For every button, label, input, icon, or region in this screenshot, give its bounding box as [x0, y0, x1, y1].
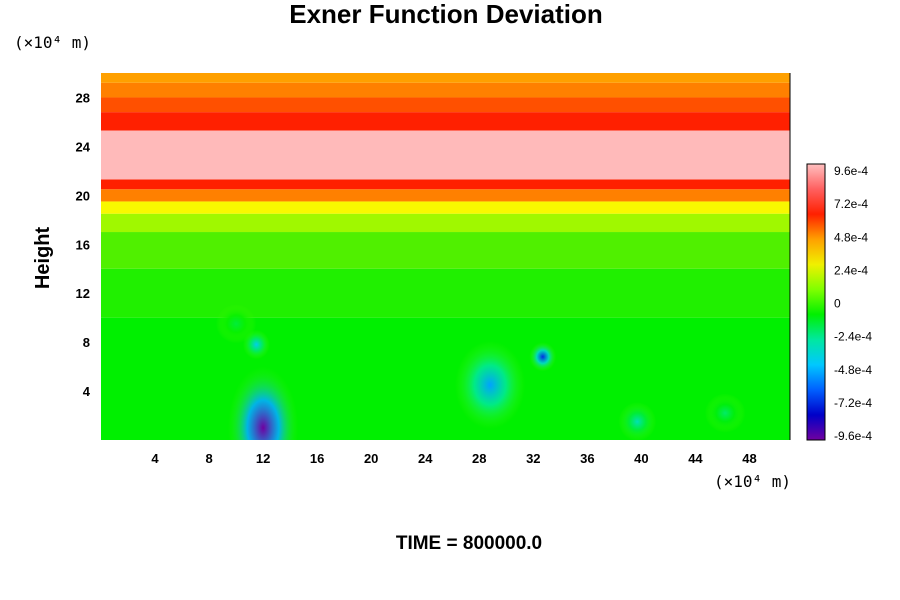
colorbar-label: 2.4e-4: [834, 263, 868, 277]
contour-band-0: [101, 317, 790, 440]
y-tick-label: 24: [76, 139, 91, 154]
contour-band-1: [101, 268, 790, 318]
anomaly-0: [228, 366, 299, 440]
contour-band-7: [101, 130, 790, 180]
y-tick-label: 20: [76, 188, 90, 203]
x-unit-label: (×10⁴ m): [714, 472, 791, 491]
contour-band-4: [101, 201, 790, 214]
x-tick-label: 44: [688, 451, 703, 466]
y-tick-label: 8: [83, 335, 90, 350]
contour-band-11: [101, 73, 790, 83]
y-tick-labels: 4 8 12 16 20 24 28: [76, 90, 91, 399]
anomaly-2: [454, 340, 526, 429]
colorbar: 9.6e-4 7.2e-4 4.8e-4 2.4e-4 0 -2.4e-4 -4.8e-4 -…: [806, 163, 872, 443]
y-tick-label: 12: [76, 286, 90, 301]
x-tick-label: 32: [526, 451, 540, 466]
plot-area: [101, 73, 790, 440]
colorbar-label: -7.2e-4: [834, 396, 872, 410]
colorbar-label: -2.4e-4: [834, 330, 872, 344]
x-tick-label: 20: [364, 451, 378, 466]
x-tick-labels: 4 8 12 16 20 24 28 32 36 40 44 48: [151, 451, 756, 466]
x-tick-label: 28: [472, 451, 486, 466]
colorbar-label: -9.6e-4: [834, 429, 872, 443]
colorbar-label: -4.8e-4: [834, 363, 872, 377]
x-tick-label: 8: [205, 451, 212, 466]
colorbar-label: 7.2e-4: [834, 197, 868, 211]
contour-band-8: [101, 112, 790, 131]
contour-band-3: [101, 213, 790, 233]
anomaly-6: [215, 304, 257, 344]
y-tick-label: 28: [76, 90, 90, 105]
x-tick-label: 36: [580, 451, 594, 466]
colorbar-label: 9.6e-4: [834, 164, 868, 178]
x-tick-label: 24: [418, 451, 433, 466]
x-tick-label: 16: [310, 451, 324, 466]
time-label: TIME = 800000.0: [396, 533, 542, 554]
contour-band-10: [101, 82, 790, 98]
y-unit-label: (×10⁴ m): [14, 33, 91, 52]
anomaly-3: [529, 342, 557, 372]
x-tick-label: 12: [256, 451, 270, 466]
chart-title: Exner Function Deviation: [289, 0, 603, 29]
x-tick-label: 48: [742, 451, 756, 466]
y-tick-label: 4: [83, 384, 91, 399]
contour-band-2: [101, 232, 790, 269]
contour-band-5: [101, 189, 790, 202]
colorbar-label: 4.8e-4: [834, 230, 868, 244]
y-axis-label: Height: [32, 227, 54, 290]
contour-band-9: [101, 97, 790, 113]
y-tick-label: 16: [76, 237, 90, 252]
contour-band-6: [101, 179, 790, 190]
colorbar-label: 0: [834, 297, 841, 311]
colorbar-gradient: [806, 163, 826, 441]
x-tick-label: 4: [151, 451, 159, 466]
anomaly-4: [618, 402, 657, 440]
x-tick-label: 40: [634, 451, 648, 466]
anomaly-5: [704, 393, 746, 433]
